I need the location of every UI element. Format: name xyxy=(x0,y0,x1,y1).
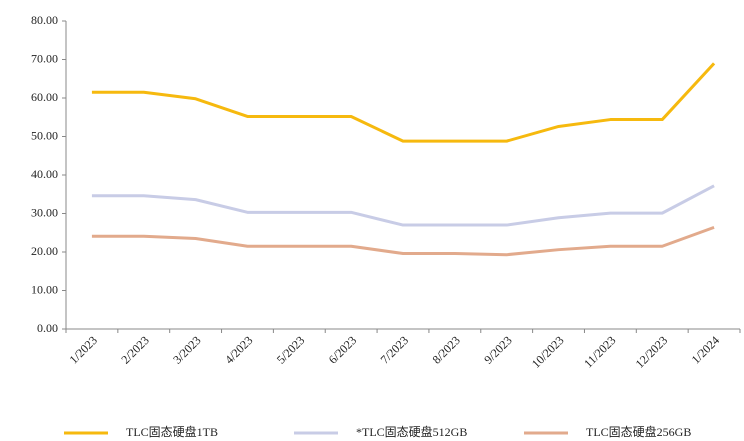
legend-label: TLC固态硬盘256GB xyxy=(586,424,691,439)
x-tick-label: 12/2023 xyxy=(633,333,671,371)
x-tick-label: 7/2023 xyxy=(378,333,411,366)
x-tick-label: 1/2023 xyxy=(67,333,100,366)
y-tick-label: 0.00 xyxy=(37,321,58,335)
x-tick-label: 8/2023 xyxy=(429,333,462,366)
x-tick-label: 1/2024 xyxy=(689,333,722,366)
legend-label: *TLC固态硬盘512GB xyxy=(356,424,467,439)
line-series xyxy=(91,62,716,143)
y-tick-label: 40.00 xyxy=(31,167,58,181)
legend-label: TLC固态硬盘1TB xyxy=(126,424,218,439)
y-tick-label: 10.00 xyxy=(31,282,58,296)
x-tick-label: 6/2023 xyxy=(326,333,359,366)
x-tick-label: 5/2023 xyxy=(274,333,307,366)
x-tick-label: 3/2023 xyxy=(170,333,203,366)
y-tick-label: 70.00 xyxy=(31,51,58,65)
line-series xyxy=(91,184,715,227)
x-tick-label: 4/2023 xyxy=(222,333,255,366)
y-tick-label: 60.00 xyxy=(31,90,58,104)
y-tick-label: 50.00 xyxy=(31,128,58,142)
x-tick-label: 11/2023 xyxy=(581,333,618,370)
line-series xyxy=(91,225,715,257)
y-tick-label: 30.00 xyxy=(31,205,58,219)
x-tick-label: 2/2023 xyxy=(118,333,151,366)
x-tick-label: 10/2023 xyxy=(529,333,567,371)
y-tick-label: 80.00 xyxy=(31,13,58,27)
x-tick-label: 9/2023 xyxy=(481,333,514,366)
y-tick-label: 20.00 xyxy=(31,244,58,258)
